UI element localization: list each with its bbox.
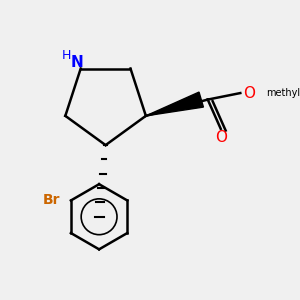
Text: methyl: methyl <box>266 88 300 98</box>
Text: O: O <box>244 85 256 100</box>
Polygon shape <box>146 92 203 116</box>
Text: H: H <box>61 49 71 62</box>
Text: Br: Br <box>43 194 60 208</box>
Text: O: O <box>215 130 227 145</box>
Text: N: N <box>71 55 84 70</box>
